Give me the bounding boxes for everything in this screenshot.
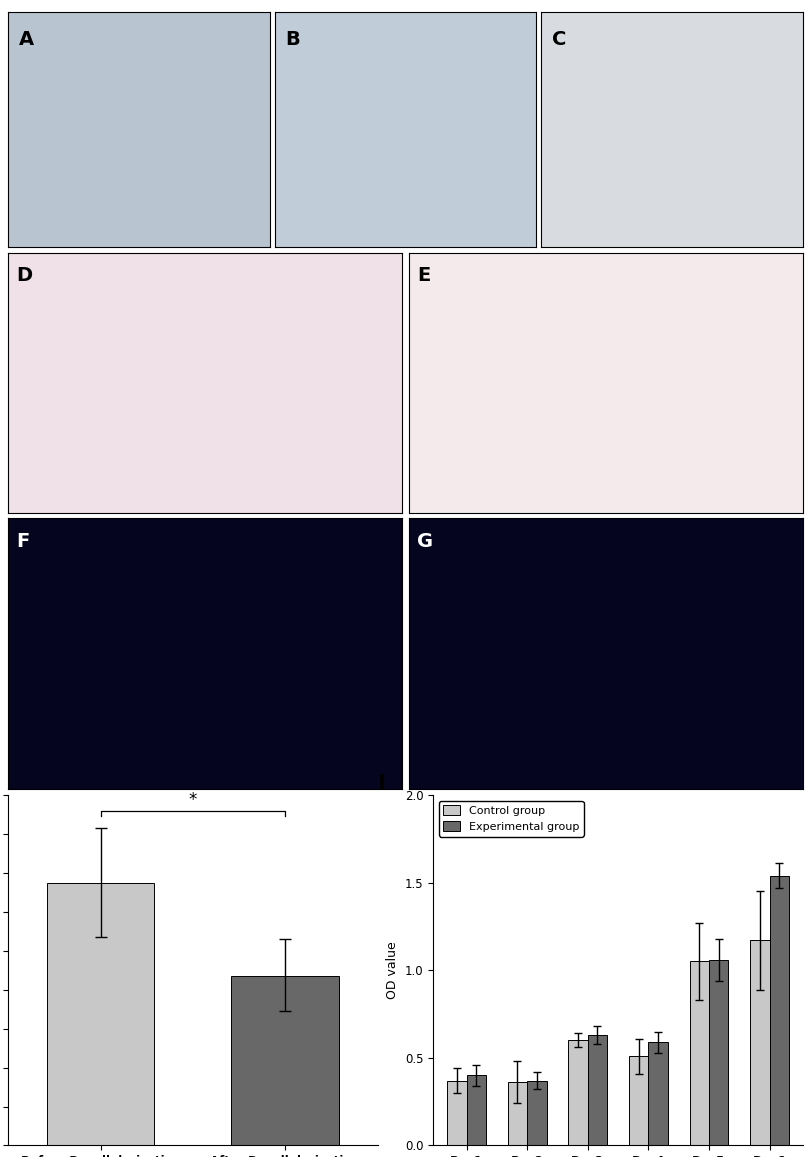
Y-axis label: OD value: OD value (386, 942, 399, 1000)
Text: E: E (418, 266, 431, 285)
Text: F: F (16, 532, 29, 551)
Bar (231, 977, 339, 1145)
Bar (569, 1040, 588, 1145)
Bar (770, 876, 789, 1145)
Text: I: I (378, 774, 386, 794)
Text: B: B (285, 30, 300, 50)
Bar (46, 883, 154, 1145)
Legend: Control group, Experimental group: Control group, Experimental group (439, 801, 584, 837)
Bar (588, 1036, 607, 1145)
Text: A: A (19, 30, 34, 50)
Bar (648, 1042, 667, 1145)
Text: D: D (16, 266, 32, 285)
Text: G: G (418, 532, 433, 551)
Text: C: C (552, 30, 566, 50)
Bar (689, 961, 709, 1145)
Bar (527, 1081, 547, 1145)
Bar (447, 1081, 466, 1145)
Bar (629, 1056, 648, 1145)
Text: *: * (189, 790, 197, 809)
Bar (508, 1082, 527, 1145)
Bar (709, 960, 728, 1145)
Bar (466, 1075, 486, 1145)
Bar (750, 941, 770, 1145)
